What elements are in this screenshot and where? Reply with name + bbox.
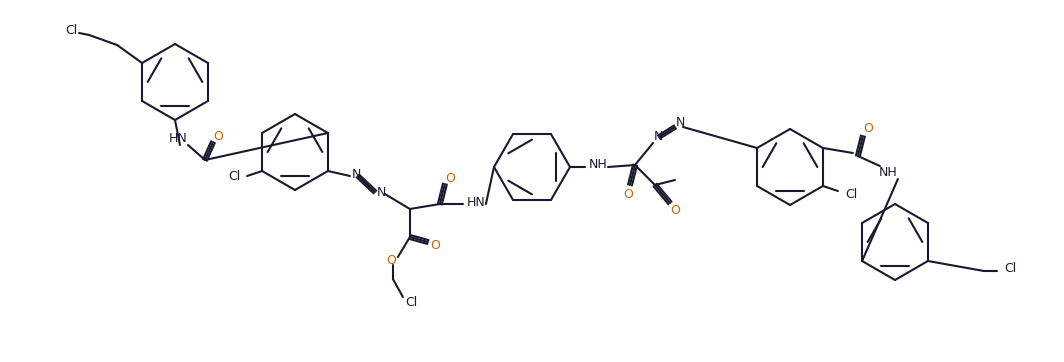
Text: Cl: Cl: [228, 169, 240, 182]
Text: N: N: [378, 185, 386, 198]
Text: O: O: [624, 189, 633, 202]
Text: Cl: Cl: [845, 188, 857, 201]
Text: HN: HN: [466, 195, 485, 209]
Text: O: O: [670, 205, 680, 218]
Text: O: O: [445, 172, 454, 185]
Text: HN: HN: [168, 131, 187, 144]
Text: Cl: Cl: [1003, 262, 1016, 275]
Text: N: N: [352, 168, 362, 181]
Text: O: O: [863, 122, 872, 135]
Text: O: O: [386, 254, 396, 268]
Text: O: O: [213, 130, 223, 143]
Text: NH: NH: [588, 159, 608, 172]
Text: N: N: [676, 115, 685, 129]
Text: NH: NH: [879, 167, 897, 180]
Text: O: O: [430, 239, 439, 252]
Text: N: N: [653, 130, 663, 143]
Text: Cl: Cl: [65, 25, 78, 38]
Text: Cl: Cl: [404, 295, 417, 308]
